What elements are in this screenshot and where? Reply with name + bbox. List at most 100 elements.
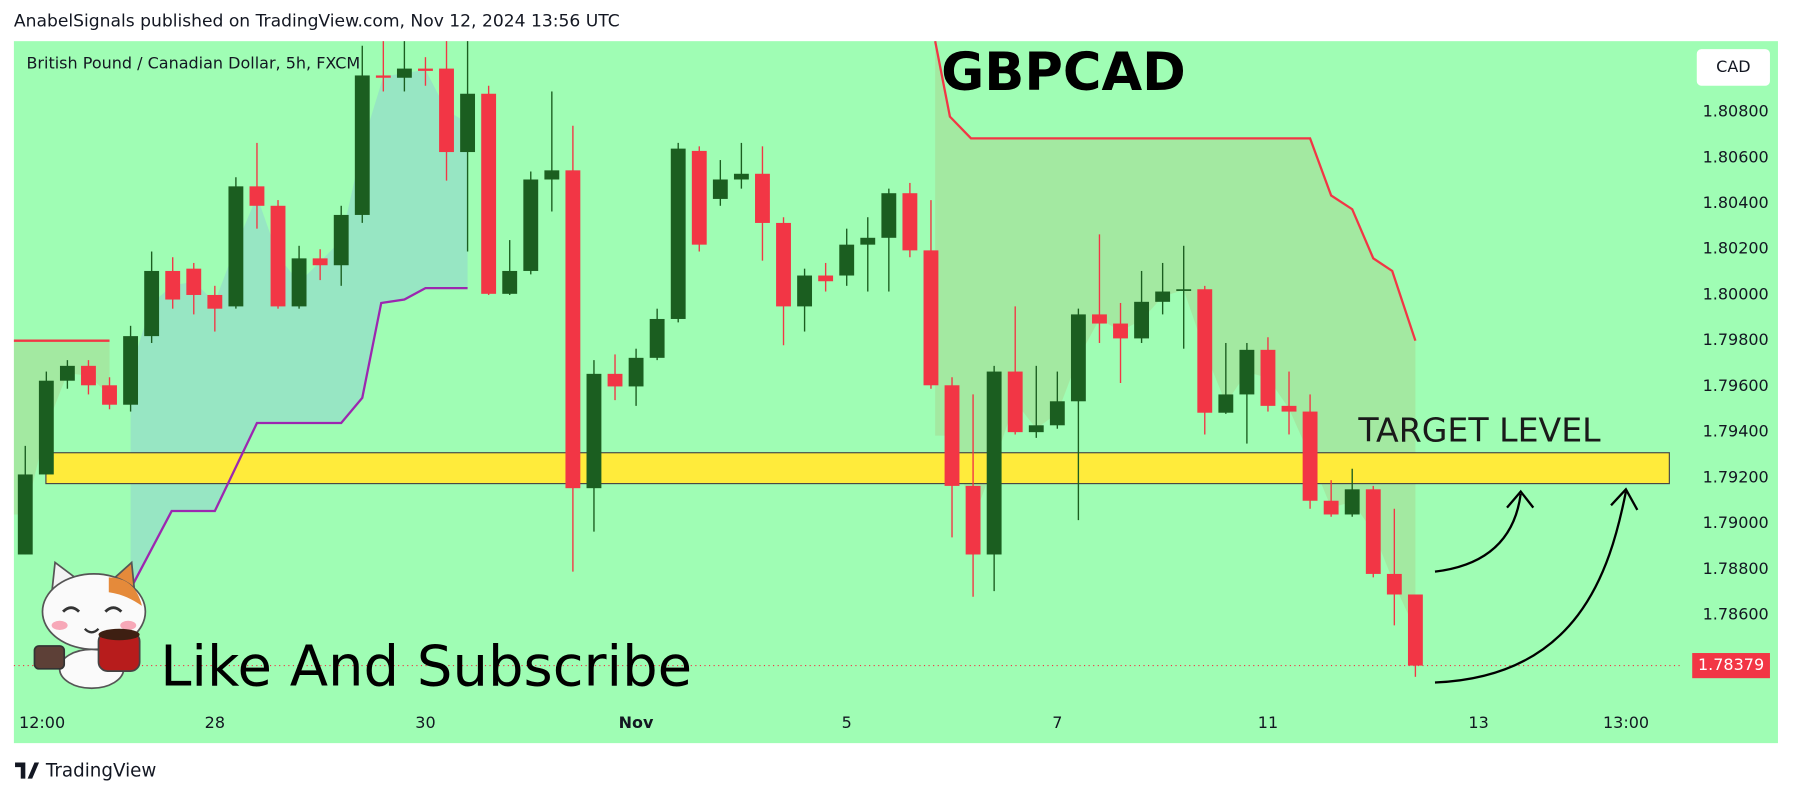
candle-body	[1007, 371, 1023, 433]
candle-body	[544, 170, 560, 180]
candle-body	[1386, 573, 1402, 595]
candle-body	[839, 244, 855, 276]
candle-body	[228, 186, 244, 307]
candle-body	[670, 148, 686, 319]
x-tick-label: 13	[1468, 713, 1488, 732]
candle-body	[1239, 349, 1255, 395]
candle-body	[81, 365, 96, 386]
indicator-shade	[13, 340, 110, 515]
candle-body	[481, 93, 497, 294]
candle-body	[439, 68, 454, 153]
candle-body	[354, 75, 370, 215]
x-tick-label: 7	[1052, 713, 1062, 732]
candle-body	[965, 485, 981, 555]
candle-body	[375, 75, 391, 78]
candle-body	[923, 250, 939, 386]
x-tick-label: 13:00	[1603, 713, 1649, 732]
currency[interactable]: CAD	[1716, 57, 1750, 76]
logo	[15, 762, 40, 779]
y-tick-label: 1.80400	[1703, 193, 1769, 212]
candle-body	[1344, 489, 1360, 515]
candle-body	[1260, 349, 1276, 406]
y-tick-label: 1.79800	[1703, 330, 1769, 349]
candle-body	[460, 93, 476, 153]
candle-body	[1049, 401, 1065, 426]
x-tick-label: Nov	[619, 713, 654, 732]
candle-body	[123, 336, 139, 405]
candle-body	[38, 380, 54, 475]
last-price-label: 1.78379	[1698, 655, 1764, 674]
candle-body	[523, 179, 539, 271]
candle-body	[902, 193, 918, 251]
x-tick-label: 28	[205, 713, 225, 732]
arrowhead	[1506, 489, 1535, 509]
target-zone	[45, 452, 1670, 485]
candle-body	[860, 237, 876, 245]
arrow	[1434, 493, 1522, 573]
y-tick-label: 1.80200	[1703, 239, 1769, 258]
candle-body	[586, 373, 602, 489]
candle-body	[691, 150, 707, 245]
y-tick-label: 1.79400	[1703, 422, 1769, 441]
x-tick-label: 11	[1258, 713, 1278, 732]
candle-body	[1113, 323, 1128, 339]
candle-body	[1028, 425, 1044, 433]
candle-body	[333, 214, 349, 266]
candle-body	[291, 258, 307, 307]
candle-body	[944, 385, 960, 486]
x-tick-label: 12:00	[19, 713, 65, 732]
candle-body	[1365, 489, 1381, 574]
annotation: TARGET LEVEL	[1357, 411, 1601, 450]
candle-body	[502, 270, 518, 294]
candle-body	[607, 373, 623, 387]
brand: TradingView	[45, 761, 157, 782]
x-tick-label: 5	[842, 713, 852, 732]
y-tick-label: 1.79600	[1703, 376, 1769, 395]
candle-body	[165, 270, 181, 300]
candle-body	[797, 275, 813, 307]
candle-body	[1407, 594, 1423, 666]
y-tick-label: 1.79200	[1703, 467, 1769, 486]
candle-body	[986, 371, 1002, 555]
candle-body	[144, 270, 160, 337]
candle-body	[1218, 394, 1234, 413]
candle-body	[17, 474, 33, 555]
arrowhead	[1610, 487, 1639, 511]
indicator-shade	[935, 41, 1416, 631]
candle-body	[186, 268, 202, 295]
candle-body	[649, 318, 665, 358]
annotation: Like And Subscribe	[160, 635, 692, 700]
x-tick-label: 30	[415, 713, 435, 732]
candle-body	[1176, 289, 1192, 291]
candle-body	[1323, 500, 1339, 515]
candle-body	[249, 186, 265, 206]
arrow	[1434, 491, 1628, 684]
y-tick-label: 1.80600	[1703, 147, 1769, 166]
candle-body	[565, 170, 581, 489]
header: AnabelSignals published on TradingView.c…	[14, 12, 620, 32]
candle-body	[776, 222, 791, 307]
last-price-box	[1692, 653, 1770, 679]
candle-body	[1134, 301, 1150, 339]
candle-body	[207, 294, 223, 309]
y-tick-label: 1.80000	[1703, 284, 1769, 303]
candle-body	[1092, 314, 1107, 324]
candle-body	[270, 205, 286, 307]
currency-box[interactable]	[1696, 49, 1770, 86]
candle-body	[881, 193, 897, 238]
y-tick-label: 1.79000	[1703, 513, 1769, 532]
candle-body	[1197, 289, 1213, 413]
chart-title: GBPCAD	[941, 42, 1186, 103]
candle-body	[755, 173, 770, 223]
candle-body	[1302, 411, 1318, 501]
candle-body	[59, 365, 75, 381]
y-tick-label: 1.80800	[1703, 102, 1769, 121]
candle-body	[102, 385, 117, 405]
y-tick-label: 1.78800	[1703, 559, 1769, 578]
candle-body	[312, 258, 328, 266]
candle-body	[396, 68, 412, 78]
candle-body	[1070, 314, 1086, 402]
candle-body	[1281, 405, 1297, 412]
